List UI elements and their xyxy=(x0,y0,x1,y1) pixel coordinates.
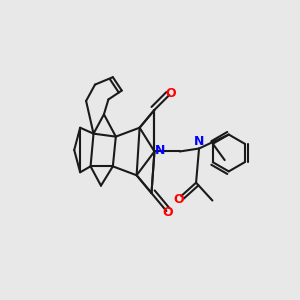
Text: N: N xyxy=(194,135,204,148)
Text: O: O xyxy=(166,87,176,100)
Text: O: O xyxy=(173,193,184,206)
Text: N: N xyxy=(154,143,165,157)
Text: O: O xyxy=(163,206,173,219)
